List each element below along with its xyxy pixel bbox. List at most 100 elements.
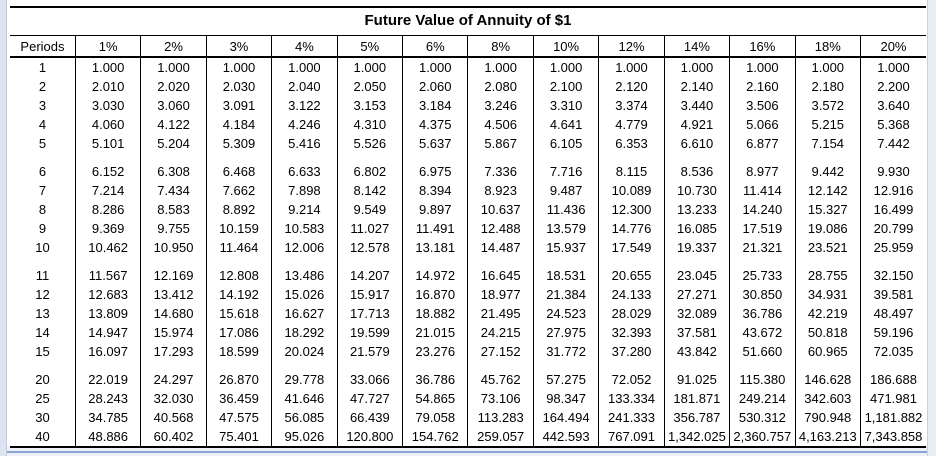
value-cell: 18.292 xyxy=(271,323,338,342)
value-cell: 72.052 xyxy=(598,370,665,389)
gap-cell xyxy=(10,153,75,162)
gap-cell xyxy=(859,257,926,266)
table-row: 20 22.019 24.297 26.870 29.778 33.066 36.786 45… xyxy=(10,370,926,389)
value-cell: 10.089 xyxy=(598,181,665,200)
gap-cell xyxy=(271,257,338,266)
value-cell: 16.097 xyxy=(74,342,141,361)
value-cell: 13.233 xyxy=(663,200,730,219)
value-cell: 8.923 xyxy=(467,181,534,200)
gap-cell xyxy=(402,361,468,370)
period-cell: 40 xyxy=(35,429,50,444)
gap-cell xyxy=(729,257,796,266)
value-cell: 28.243 xyxy=(74,389,141,408)
value-cell: 2.120 xyxy=(598,77,665,96)
gap-cell xyxy=(663,153,730,162)
value-cell: 241.333 xyxy=(598,408,665,427)
table-row: 1 1.000 1.000 1.000 1.000 1.000 1.000 1.000 1.00… xyxy=(10,57,926,77)
value-cell: 11.464 xyxy=(205,238,272,257)
value-cell: 4.375 xyxy=(402,115,468,134)
value-cell: 27.271 xyxy=(663,285,730,304)
table-row: 25 28.243 32.030 36.459 41.646 47.727 54.865 73… xyxy=(10,389,926,408)
value-cell: 5.867 xyxy=(467,134,534,153)
period-cell: 6 xyxy=(38,164,47,179)
value-cell: 3.440 xyxy=(663,96,730,115)
gap-cell xyxy=(205,257,272,266)
value-cell: 2.020 xyxy=(140,77,207,96)
value-cell: 11.414 xyxy=(729,181,796,200)
gap-cell xyxy=(271,361,338,370)
value-cell: 39.581 xyxy=(859,285,926,304)
gap-cell xyxy=(794,153,861,162)
value-cell: 442.593 xyxy=(532,427,599,447)
value-cell: 59.196 xyxy=(859,323,926,342)
value-cell: 2.160 xyxy=(729,77,796,96)
value-cell: 43.842 xyxy=(663,342,730,361)
value-cell: 146.628 xyxy=(794,370,861,389)
gap-cell xyxy=(336,257,403,266)
window-edge-bottom-line xyxy=(7,451,927,453)
value-cell: 5.368 xyxy=(859,115,926,134)
value-cell: 57.275 xyxy=(532,370,599,389)
value-cell: 73.106 xyxy=(467,389,534,408)
table-title: Future Value of Annuity of $1 xyxy=(10,7,926,36)
value-cell: 3.506 xyxy=(729,96,796,115)
value-cell: 3.640 xyxy=(859,96,926,115)
value-cell: 25.733 xyxy=(729,266,796,285)
gap-cell xyxy=(467,153,534,162)
table-row: 6 6.152 6.308 6.468 6.633 6.802 6.975 7.336 7.71… xyxy=(10,162,926,181)
table-row: 12 12.683 13.412 14.192 15.026 15.917 16.870 18… xyxy=(10,285,926,304)
gap-cell xyxy=(598,361,665,370)
value-cell: 2.010 xyxy=(74,77,141,96)
value-cell: 15.937 xyxy=(532,238,599,257)
value-cell: 3.572 xyxy=(794,96,861,115)
value-cell: 50.818 xyxy=(794,323,861,342)
group-gap-row xyxy=(10,257,926,266)
value-cell: 12.006 xyxy=(271,238,338,257)
value-cell: 1.000 xyxy=(859,57,926,77)
value-cell: 8.286 xyxy=(74,200,141,219)
value-cell: 12.169 xyxy=(140,266,207,285)
value-cell: 3.246 xyxy=(467,96,534,115)
value-cell: 24.523 xyxy=(532,304,599,323)
value-cell: 164.494 xyxy=(532,408,599,427)
title-row: Future Value of Annuity of $1 xyxy=(10,7,926,36)
gap-cell xyxy=(271,153,338,162)
value-cell: 36.786 xyxy=(402,370,468,389)
value-cell: 75.401 xyxy=(205,427,272,447)
value-cell: 32.393 xyxy=(598,323,665,342)
value-cell: 14.192 xyxy=(205,285,272,304)
value-cell: 47.727 xyxy=(336,389,403,408)
period-cell: 1 xyxy=(38,60,47,75)
gap-cell xyxy=(859,361,926,370)
value-cell: 18.882 xyxy=(402,304,468,323)
value-cell: 18.531 xyxy=(532,266,599,285)
value-cell: 15.026 xyxy=(271,285,338,304)
value-cell: 8.892 xyxy=(205,200,272,219)
value-cell: 2.200 xyxy=(859,77,926,96)
value-cell: 48.886 xyxy=(74,427,141,447)
value-cell: 8.583 xyxy=(140,200,207,219)
value-cell: 10.583 xyxy=(271,219,338,238)
table-row: 2 2.010 2.020 2.030 2.040 2.050 2.060 2.080 2.10… xyxy=(10,77,926,96)
value-cell: 154.762 xyxy=(402,427,468,447)
gap-cell xyxy=(140,361,207,370)
value-cell: 36.786 xyxy=(729,304,796,323)
group-gap-row xyxy=(10,361,926,370)
value-cell: 3.091 xyxy=(205,96,272,115)
value-cell: 37.581 xyxy=(663,323,730,342)
value-cell: 9.487 xyxy=(532,181,599,200)
value-cell: 16.627 xyxy=(271,304,338,323)
gap-cell xyxy=(336,361,403,370)
col-header-rate: 3% xyxy=(205,35,272,58)
value-cell: 10.950 xyxy=(140,238,207,257)
value-cell: 20.799 xyxy=(859,219,926,238)
table-row: 9 9.369 9.755 10.159 10.583 11.027 11.491 12.48… xyxy=(10,219,926,238)
value-cell: 12.142 xyxy=(794,181,861,200)
table-row: 10 10.462 10.950 11.464 12.006 12.578 13.181 14… xyxy=(10,238,926,257)
period-cell: 20 xyxy=(35,372,50,387)
value-cell: 6.308 xyxy=(140,162,207,181)
value-cell: 3.030 xyxy=(74,96,141,115)
gap-cell xyxy=(532,153,599,162)
value-cell: 17.086 xyxy=(205,323,272,342)
